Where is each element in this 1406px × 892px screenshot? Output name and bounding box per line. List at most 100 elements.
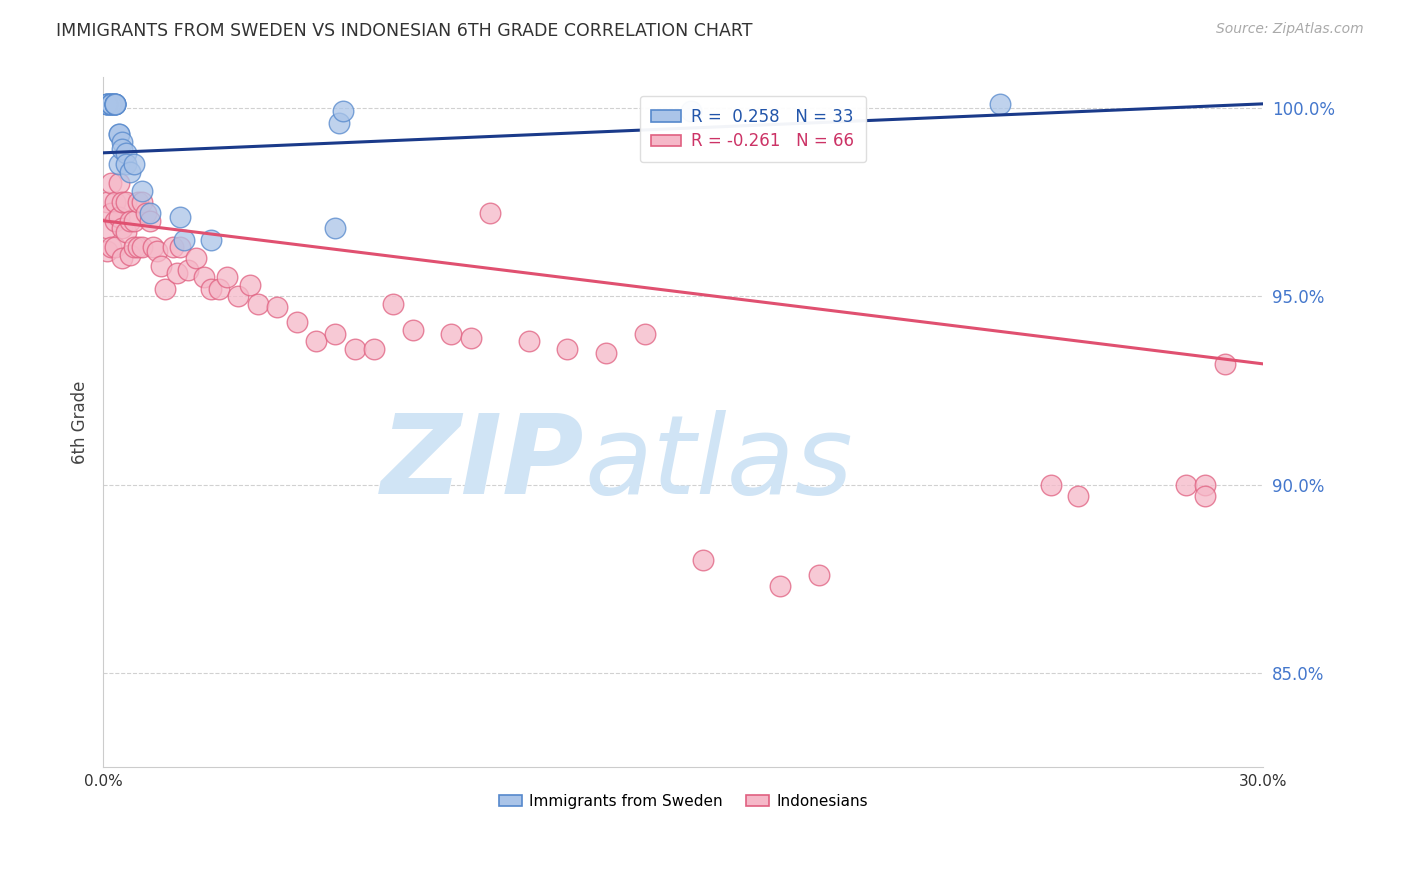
Point: [120, 213, 142, 227]
Point: [266, 301, 288, 315]
Point: [246, 296, 269, 310]
Point: [146, 244, 169, 258]
Text: Source: ZipAtlas.com: Source: ZipAtlas.com: [1216, 22, 1364, 37]
Point: [96, 96, 118, 111]
Point: [1213, 357, 1236, 371]
Point: [401, 323, 423, 337]
Point: [692, 553, 714, 567]
Point: [323, 326, 346, 341]
Point: [142, 240, 165, 254]
Point: [104, 213, 127, 227]
Point: [104, 96, 127, 111]
Point: [96, 96, 118, 111]
Point: [633, 326, 655, 341]
Point: [305, 334, 328, 349]
Point: [328, 116, 350, 130]
Point: [153, 281, 176, 295]
Point: [440, 326, 463, 341]
Point: [122, 157, 145, 171]
Point: [138, 213, 160, 227]
Point: [363, 342, 385, 356]
Point: [807, 568, 830, 582]
Point: [96, 221, 118, 235]
Point: [120, 164, 142, 178]
Text: ZIP: ZIP: [381, 410, 585, 517]
Point: [104, 96, 127, 111]
Point: [115, 145, 138, 160]
Point: [127, 194, 149, 209]
Point: [100, 240, 122, 254]
Point: [135, 206, 157, 220]
Point: [193, 270, 215, 285]
Point: [200, 233, 222, 247]
Point: [96, 96, 118, 111]
Point: [332, 104, 354, 119]
Point: [96, 244, 118, 258]
Point: [595, 345, 617, 359]
Point: [100, 96, 122, 111]
Point: [215, 270, 238, 285]
Point: [679, 104, 702, 119]
Point: [990, 96, 1012, 111]
Point: [228, 289, 250, 303]
Point: [173, 233, 195, 247]
Point: [96, 194, 118, 209]
Point: [100, 96, 122, 111]
Point: [131, 184, 153, 198]
Point: [111, 221, 134, 235]
Point: [111, 252, 134, 266]
Point: [1067, 489, 1090, 503]
Point: [115, 225, 138, 239]
Point: [107, 127, 129, 141]
Point: [169, 210, 191, 224]
Point: [111, 194, 134, 209]
Text: IMMIGRANTS FROM SWEDEN VS INDONESIAN 6TH GRADE CORRELATION CHART: IMMIGRANTS FROM SWEDEN VS INDONESIAN 6TH…: [56, 22, 752, 40]
Point: [1039, 477, 1062, 491]
Point: [127, 240, 149, 254]
Point: [100, 96, 122, 111]
Point: [239, 277, 262, 292]
Point: [104, 240, 127, 254]
Point: [1194, 489, 1216, 503]
Point: [1194, 477, 1216, 491]
Point: [162, 240, 184, 254]
Point: [100, 96, 122, 111]
Y-axis label: 6th Grade: 6th Grade: [72, 381, 89, 464]
Point: [107, 157, 129, 171]
Point: [107, 210, 129, 224]
Point: [122, 213, 145, 227]
Point: [138, 206, 160, 220]
Point: [104, 96, 127, 111]
Point: [208, 281, 231, 295]
Point: [285, 315, 308, 329]
Point: [555, 342, 578, 356]
Point: [131, 194, 153, 209]
Point: [115, 157, 138, 171]
Point: [100, 206, 122, 220]
Point: [100, 96, 122, 111]
Point: [166, 267, 188, 281]
Point: [104, 194, 127, 209]
Point: [1175, 477, 1198, 491]
Point: [769, 579, 792, 593]
Point: [111, 142, 134, 156]
Point: [100, 176, 122, 190]
Point: [343, 342, 366, 356]
Point: [150, 259, 173, 273]
Point: [122, 240, 145, 254]
Point: [107, 176, 129, 190]
Point: [120, 247, 142, 261]
Point: [111, 135, 134, 149]
Legend: Immigrants from Sweden, Indonesians: Immigrants from Sweden, Indonesians: [492, 788, 875, 814]
Point: [96, 96, 118, 111]
Point: [169, 240, 191, 254]
Point: [517, 334, 540, 349]
Point: [104, 96, 127, 111]
Point: [382, 296, 405, 310]
Point: [478, 206, 501, 220]
Point: [115, 194, 138, 209]
Point: [460, 330, 482, 344]
Point: [177, 262, 200, 277]
Point: [184, 252, 207, 266]
Point: [104, 96, 127, 111]
